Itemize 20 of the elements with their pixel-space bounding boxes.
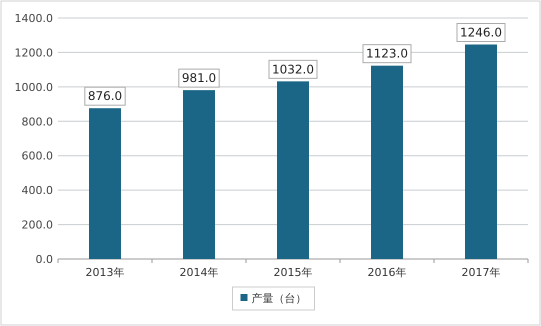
ytick: 400.0 (22, 184, 53, 198)
xtick: 2016年 (368, 266, 406, 279)
ytick: 600.0 (22, 150, 53, 163)
ytick: 1000.0 (14, 80, 53, 94)
legend: 产量（台） (232, 286, 315, 310)
legend-label: 产量（台） (252, 292, 306, 305)
xtick: 2017年 (462, 266, 500, 279)
data-label: 1032.0 (272, 62, 314, 76)
xtick: 2015年 (274, 266, 312, 279)
data-label: 981.0 (182, 71, 216, 86)
ytick: 1400.0 (14, 12, 53, 25)
data-label: 1246.0 (460, 26, 502, 40)
ytick: 800.0 (22, 115, 53, 128)
xtick: 2014年 (180, 266, 218, 279)
data-label: 876.0 (88, 89, 122, 104)
ytick: 200.0 (22, 218, 53, 232)
data-label: 1123.0 (366, 46, 408, 61)
ytick: 1200.0 (14, 46, 53, 60)
xtick: 2013年 (86, 266, 124, 279)
ytick: 0.0 (36, 253, 53, 266)
